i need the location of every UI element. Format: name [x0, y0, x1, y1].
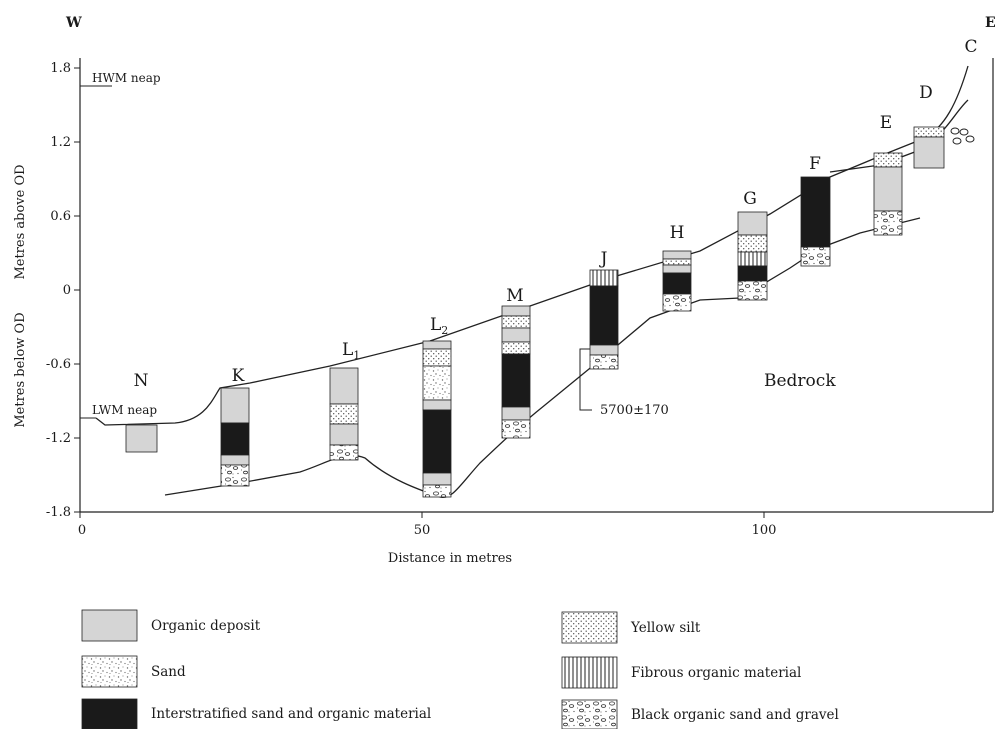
core-label-g: G: [743, 189, 757, 209]
core-n-organic: [125, 424, 158, 453]
core-label-m: M: [506, 286, 523, 306]
core-d-column: [913, 126, 945, 169]
pebbles-icon: [950, 127, 975, 145]
legend-label-organic: Organic deposit: [151, 618, 261, 634]
y-tick-label: -1.8: [46, 505, 71, 520]
core-label-l1: L1: [342, 340, 360, 362]
bedrock-label: Bedrock: [764, 371, 836, 391]
core-f-column: [800, 176, 831, 267]
hwm-label: HWM neap: [92, 71, 161, 85]
core-e-column: [873, 152, 903, 236]
core-label-l2: L2: [430, 315, 448, 337]
core-label-j: J: [599, 249, 608, 269]
radiocarbon-date: 5700±170: [600, 403, 669, 418]
legend-swatch-organic: [81, 609, 138, 642]
core-label-l1-main: L: [342, 340, 353, 360]
legend-swatch-fibrous: [561, 656, 618, 689]
core-label-n: N: [134, 371, 149, 391]
y-tick-label: 0.6: [50, 209, 71, 224]
core-label-e: E: [880, 113, 892, 133]
core-label-l1-sub: 1: [353, 349, 360, 362]
x-tick-label: 0: [78, 523, 86, 538]
x-tick-label: 50: [414, 523, 431, 538]
core-l1-column: [329, 367, 359, 461]
core-label-k: K: [232, 366, 245, 386]
east-label: E: [985, 15, 995, 31]
x-ticks: [79, 512, 765, 518]
core-label-l2-sub: 2: [441, 324, 448, 337]
y-tick-label: 1.8: [50, 61, 71, 76]
core-h-column: [662, 250, 692, 312]
core-g-column: [737, 211, 768, 301]
legend-label-black-gravel: Black organic sand and gravel: [631, 707, 839, 723]
core-label-c: C: [964, 37, 977, 57]
x-tick-label: 100: [752, 523, 777, 538]
west-label: W: [65, 15, 82, 31]
y-axis-label-upper: Metres above OD: [13, 164, 28, 279]
legend: Organic deposit Sand Interstratified san…: [81, 609, 839, 729]
core-label-f: F: [809, 154, 821, 174]
legend-swatch-yellow-silt: [561, 611, 618, 644]
y-tick-label: 0: [63, 283, 71, 298]
y-axis-label-lower: Metres below OD: [13, 312, 28, 427]
core-label-d: D: [919, 83, 933, 103]
y-tick-label: -0.6: [46, 357, 71, 372]
core-j-column: [589, 269, 619, 370]
legend-swatch-interstratified: [81, 698, 138, 729]
date-bracket: [579, 348, 592, 411]
core-m-column: [501, 305, 531, 439]
legend-label-yellow-silt: Yellow silt: [630, 620, 701, 636]
ground-surface-line: [95, 65, 969, 426]
legend-label-fibrous: Fibrous organic material: [631, 665, 801, 681]
legend-label-interstratified: Interstratified sand and organic materia…: [151, 706, 431, 722]
y-tick-label: -1.2: [46, 431, 71, 446]
x-axis-label: Distance in metres: [388, 551, 512, 566]
core-k-column: [220, 387, 250, 487]
core-label-l2-main: L: [430, 315, 441, 335]
core-l2-column: [422, 340, 452, 498]
y-ticks: [74, 67, 80, 513]
legend-swatch-black-gravel: [561, 699, 618, 729]
core-label-h: H: [670, 223, 685, 243]
legend-label-sand: Sand: [151, 664, 186, 680]
lwm-label: LWM neap: [92, 403, 157, 417]
y-tick-label: 1.2: [50, 135, 71, 150]
legend-swatch-sand: [81, 655, 138, 688]
